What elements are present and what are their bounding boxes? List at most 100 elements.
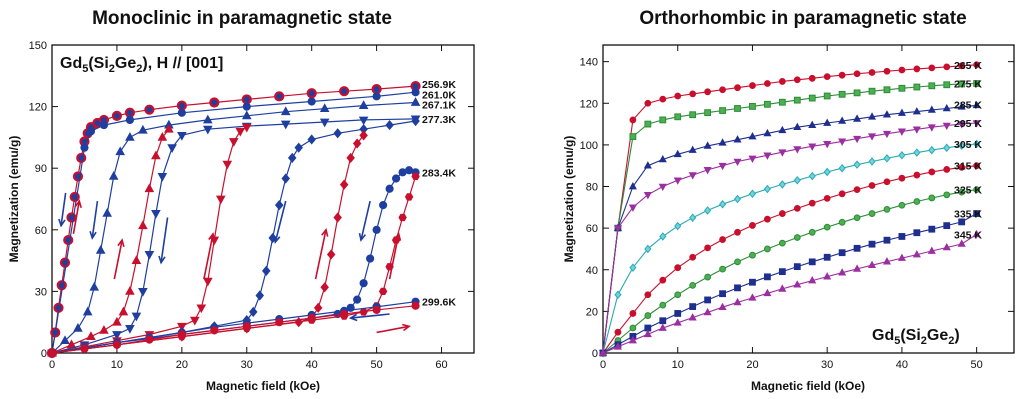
- orthorhombic-data-point: [748, 155, 757, 163]
- monoclinic-arrow-shaft: [113, 239, 123, 280]
- orthorhombic-y-tick-label: 40: [586, 265, 598, 277]
- orthorhombic-x-tick-label: 40: [896, 359, 908, 371]
- monoclinic-data-point: [112, 340, 122, 349]
- monoclinic-y-tick-label: 90: [35, 163, 47, 175]
- monoclinic-arrow-head: [393, 232, 402, 241]
- orthorhombic-data-point: [644, 99, 652, 107]
- monoclinic-title: Monoclinic in paramagnetic state: [92, 8, 392, 29]
- monoclinic-data-point: [102, 208, 112, 217]
- monoclinic-series-line-283-4k-red: [51, 176, 417, 354]
- orthorhombic-data-point: [867, 260, 877, 268]
- monoclinic-arrow-head: [117, 238, 125, 248]
- orthorhombic-data-point: [973, 139, 981, 149]
- monoclinic-data-point: [242, 322, 251, 331]
- monoclinic-data-point: [99, 120, 109, 130]
- monoclinic-data-point: [86, 331, 96, 340]
- orthorhombic-data-point: [644, 291, 652, 299]
- orthorhombic-data-point: [659, 116, 667, 124]
- monoclinic-series-256-9k: [46, 80, 421, 359]
- monoclinic-data-point: [215, 195, 226, 205]
- monoclinic-data-point: [411, 88, 420, 97]
- orthorhombic-data-point: [913, 171, 921, 179]
- orthorhombic-data-point: [628, 204, 637, 212]
- orthorhombic-data-point: [704, 244, 712, 252]
- monoclinic-arrow-head: [158, 255, 166, 265]
- orthorhombic-data-point: [689, 281, 697, 289]
- orthorhombic-data-point: [688, 172, 697, 180]
- orthorhombic-data-point: [673, 318, 682, 326]
- monoclinic-x-tick-label: 40: [306, 359, 318, 371]
- orthorhombic-y-axis-label: Magnetization (emu/g): [562, 136, 576, 263]
- orthorhombic-label-265-k: 265 K: [954, 60, 982, 72]
- orthorhombic-data-point: [913, 148, 921, 157]
- orthorhombic-data-point: [808, 74, 816, 82]
- monoclinic-data-point: [385, 119, 394, 131]
- monoclinic-data-point: [60, 335, 70, 345]
- monoclinic-data-point: [410, 97, 421, 106]
- monoclinic-data-point: [47, 348, 57, 358]
- monoclinic-arrow-shaft: [60, 192, 67, 226]
- monoclinic-data-point: [333, 128, 342, 139]
- orthorhombic-data-point: [882, 130, 891, 139]
- monoclinic-field-arrow: [203, 232, 216, 280]
- orthorhombic-label-335-k: 335 K: [954, 209, 982, 221]
- orthorhombic-data-point: [838, 218, 846, 226]
- orthorhombic-data-point: [613, 225, 622, 233]
- orthorhombic-x-axis-label: Magnetic field (kOe): [751, 379, 865, 393]
- monoclinic-x-tick-label: 10: [111, 359, 123, 371]
- monoclinic-data-point-inner: [114, 112, 120, 119]
- monoclinic-series: [46, 80, 421, 359]
- monoclinic-data-point: [190, 316, 200, 326]
- orthorhombic-x-tick-label: 0: [600, 359, 606, 371]
- orthorhombic-data-point: [703, 167, 712, 175]
- orthorhombic-data-point: [853, 186, 861, 194]
- orthorhombic-data-point: [823, 194, 831, 202]
- monoclinic-y-tick-label: 120: [29, 102, 47, 114]
- orthorhombic-data-point: [674, 113, 682, 121]
- orthorhombic-data-point: [838, 249, 846, 257]
- orthorhombic-label-325-k: 325 K: [954, 185, 982, 197]
- monoclinic-data-point-inner: [341, 88, 348, 95]
- monoclinic-field-arrow: [58, 192, 67, 228]
- orthorhombic-data-point: [882, 110, 891, 118]
- orthorhombic-data-point: [853, 244, 861, 252]
- orthorhombic-data-point: [823, 253, 831, 261]
- orthorhombic-data-point: [853, 89, 861, 97]
- orthorhombic-data-point: [689, 303, 697, 310]
- monoclinic-data-point: [319, 103, 330, 113]
- orthorhombic-label-315-k: 315 K: [954, 161, 982, 173]
- orthorhombic-data-point: [764, 215, 771, 223]
- monoclinic-data-point: [228, 138, 239, 147]
- monoclinic-arrow-shaft: [91, 200, 99, 239]
- orthorhombic-data-point: [613, 342, 622, 350]
- orthorhombic-data-point: [628, 335, 637, 344]
- orthorhombic-data-point: [928, 168, 936, 176]
- orthorhombic-data-point: [778, 180, 786, 189]
- orthorhombic-data-point: [898, 151, 906, 160]
- monoclinic-series-line-261-0k: [51, 91, 416, 354]
- monoclinic-data-point-inner: [412, 83, 419, 89]
- monoclinic-data-point: [203, 277, 213, 287]
- monoclinic-data-point-inner: [211, 99, 218, 106]
- orthorhombic-data-point: [957, 239, 966, 247]
- monoclinic-data-point: [307, 134, 316, 145]
- orthorhombic-data-point: [614, 290, 622, 299]
- orthorhombic-data-point: [629, 310, 637, 317]
- monoclinic-data-point: [80, 344, 89, 353]
- monoclinic-data-point-inner: [373, 86, 380, 93]
- monoclinic-data-point: [145, 335, 154, 344]
- orthorhombic-data-point: [897, 253, 906, 261]
- orthorhombic-data-point: [927, 124, 936, 132]
- orthorhombic-data-point: [703, 307, 712, 316]
- monoclinic-data-point-inner: [127, 109, 133, 116]
- monoclinic-data-point: [353, 295, 362, 304]
- orthorhombic-data-point: [778, 149, 787, 157]
- monoclinic-data-point: [280, 120, 291, 130]
- orthorhombic-data-point: [958, 218, 966, 226]
- orthorhombic-data-point: [942, 242, 951, 251]
- monoclinic-data-point: [398, 213, 407, 222]
- monoclinic-data-point: [80, 143, 89, 152]
- monoclinic-data-point: [372, 92, 381, 101]
- monoclinic-data-point: [164, 123, 174, 133]
